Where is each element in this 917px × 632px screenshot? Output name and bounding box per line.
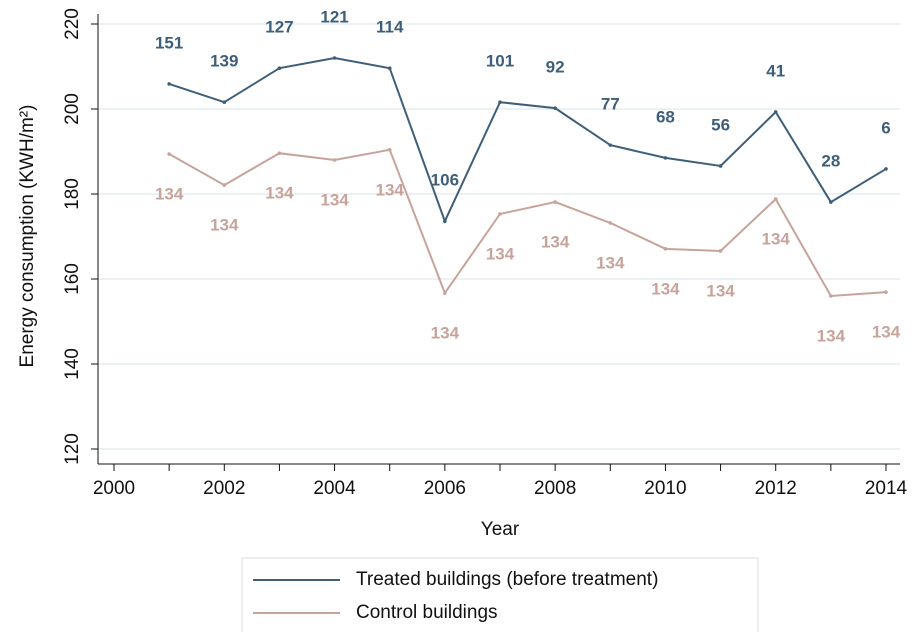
x-tick-label: 2012	[755, 478, 797, 499]
point	[498, 100, 502, 104]
x-tick-label: 2010	[644, 478, 686, 499]
point	[829, 200, 833, 204]
point	[332, 158, 337, 162]
point-label: 134	[265, 184, 294, 203]
x-tick-label: 2014	[865, 478, 908, 499]
point-label: 77	[601, 95, 620, 114]
point	[663, 156, 668, 160]
legend-label: Treated buildings (before treatment)	[356, 569, 658, 590]
y-axis-label: Energy consumption (KWH/m²)	[17, 105, 38, 368]
point	[884, 167, 888, 171]
x-tick-label: 2006	[424, 478, 466, 499]
point-label: 134	[872, 323, 901, 342]
point	[443, 219, 447, 223]
point	[387, 148, 392, 152]
y-tick-label: 120	[62, 433, 83, 465]
point	[718, 164, 723, 168]
point	[718, 249, 723, 253]
point-label: 68	[656, 107, 675, 126]
x-tick-label: 2004	[313, 478, 356, 499]
point	[332, 56, 337, 60]
point-label: 114	[376, 18, 404, 37]
x-tick-label: 2000	[93, 478, 135, 499]
point	[829, 294, 833, 298]
x-tick-label: 2002	[203, 478, 245, 499]
y-tick-label: 140	[62, 348, 83, 380]
point-label: 134	[376, 180, 405, 199]
point	[277, 151, 282, 155]
point-label: 101	[486, 52, 514, 71]
y-tick-label: 220	[62, 8, 83, 40]
point-label: 134	[320, 190, 349, 209]
point	[663, 247, 668, 251]
y-tick-label: 200	[62, 93, 83, 125]
point	[443, 291, 447, 295]
point-label: 127	[265, 18, 293, 37]
point-label: 139	[210, 52, 238, 71]
point-label: 134	[817, 326, 846, 345]
point	[773, 197, 778, 201]
x-tick-label: 2008	[534, 478, 576, 499]
series-line	[168, 148, 887, 298]
y-tick-label: 180	[62, 178, 83, 210]
point-label: 92	[546, 58, 565, 77]
point	[884, 290, 888, 294]
point	[167, 152, 171, 156]
legend-label: Control buildings	[356, 602, 498, 623]
point	[387, 66, 392, 70]
point	[222, 100, 227, 104]
point-label: 134	[762, 230, 791, 249]
point-label: 56	[711, 115, 730, 134]
point-label: 106	[431, 171, 459, 190]
point-label: 134	[155, 185, 184, 204]
point-label: 28	[821, 152, 840, 171]
point	[553, 200, 557, 204]
x-axis-label: Year	[481, 519, 520, 540]
point	[167, 82, 171, 86]
point-label: 134	[596, 253, 625, 272]
legend-box	[241, 557, 759, 632]
point	[277, 66, 282, 70]
series-line	[168, 56, 887, 224]
point-label: 121	[320, 7, 348, 26]
point	[608, 221, 613, 225]
point	[498, 212, 502, 216]
point-label: 134	[541, 233, 570, 252]
point-label: 134	[651, 279, 680, 298]
point-label: 134	[486, 244, 515, 263]
point	[608, 143, 613, 147]
point-label: 151	[155, 33, 183, 52]
point	[773, 110, 778, 114]
point	[222, 183, 227, 187]
point-label: 134	[210, 216, 239, 235]
point	[553, 106, 557, 110]
point-label: 134	[431, 324, 460, 343]
point-label: 6	[881, 118, 890, 137]
point-label: 41	[766, 61, 785, 80]
y-tick-label: 160	[62, 263, 83, 295]
point-label: 134	[706, 281, 735, 300]
